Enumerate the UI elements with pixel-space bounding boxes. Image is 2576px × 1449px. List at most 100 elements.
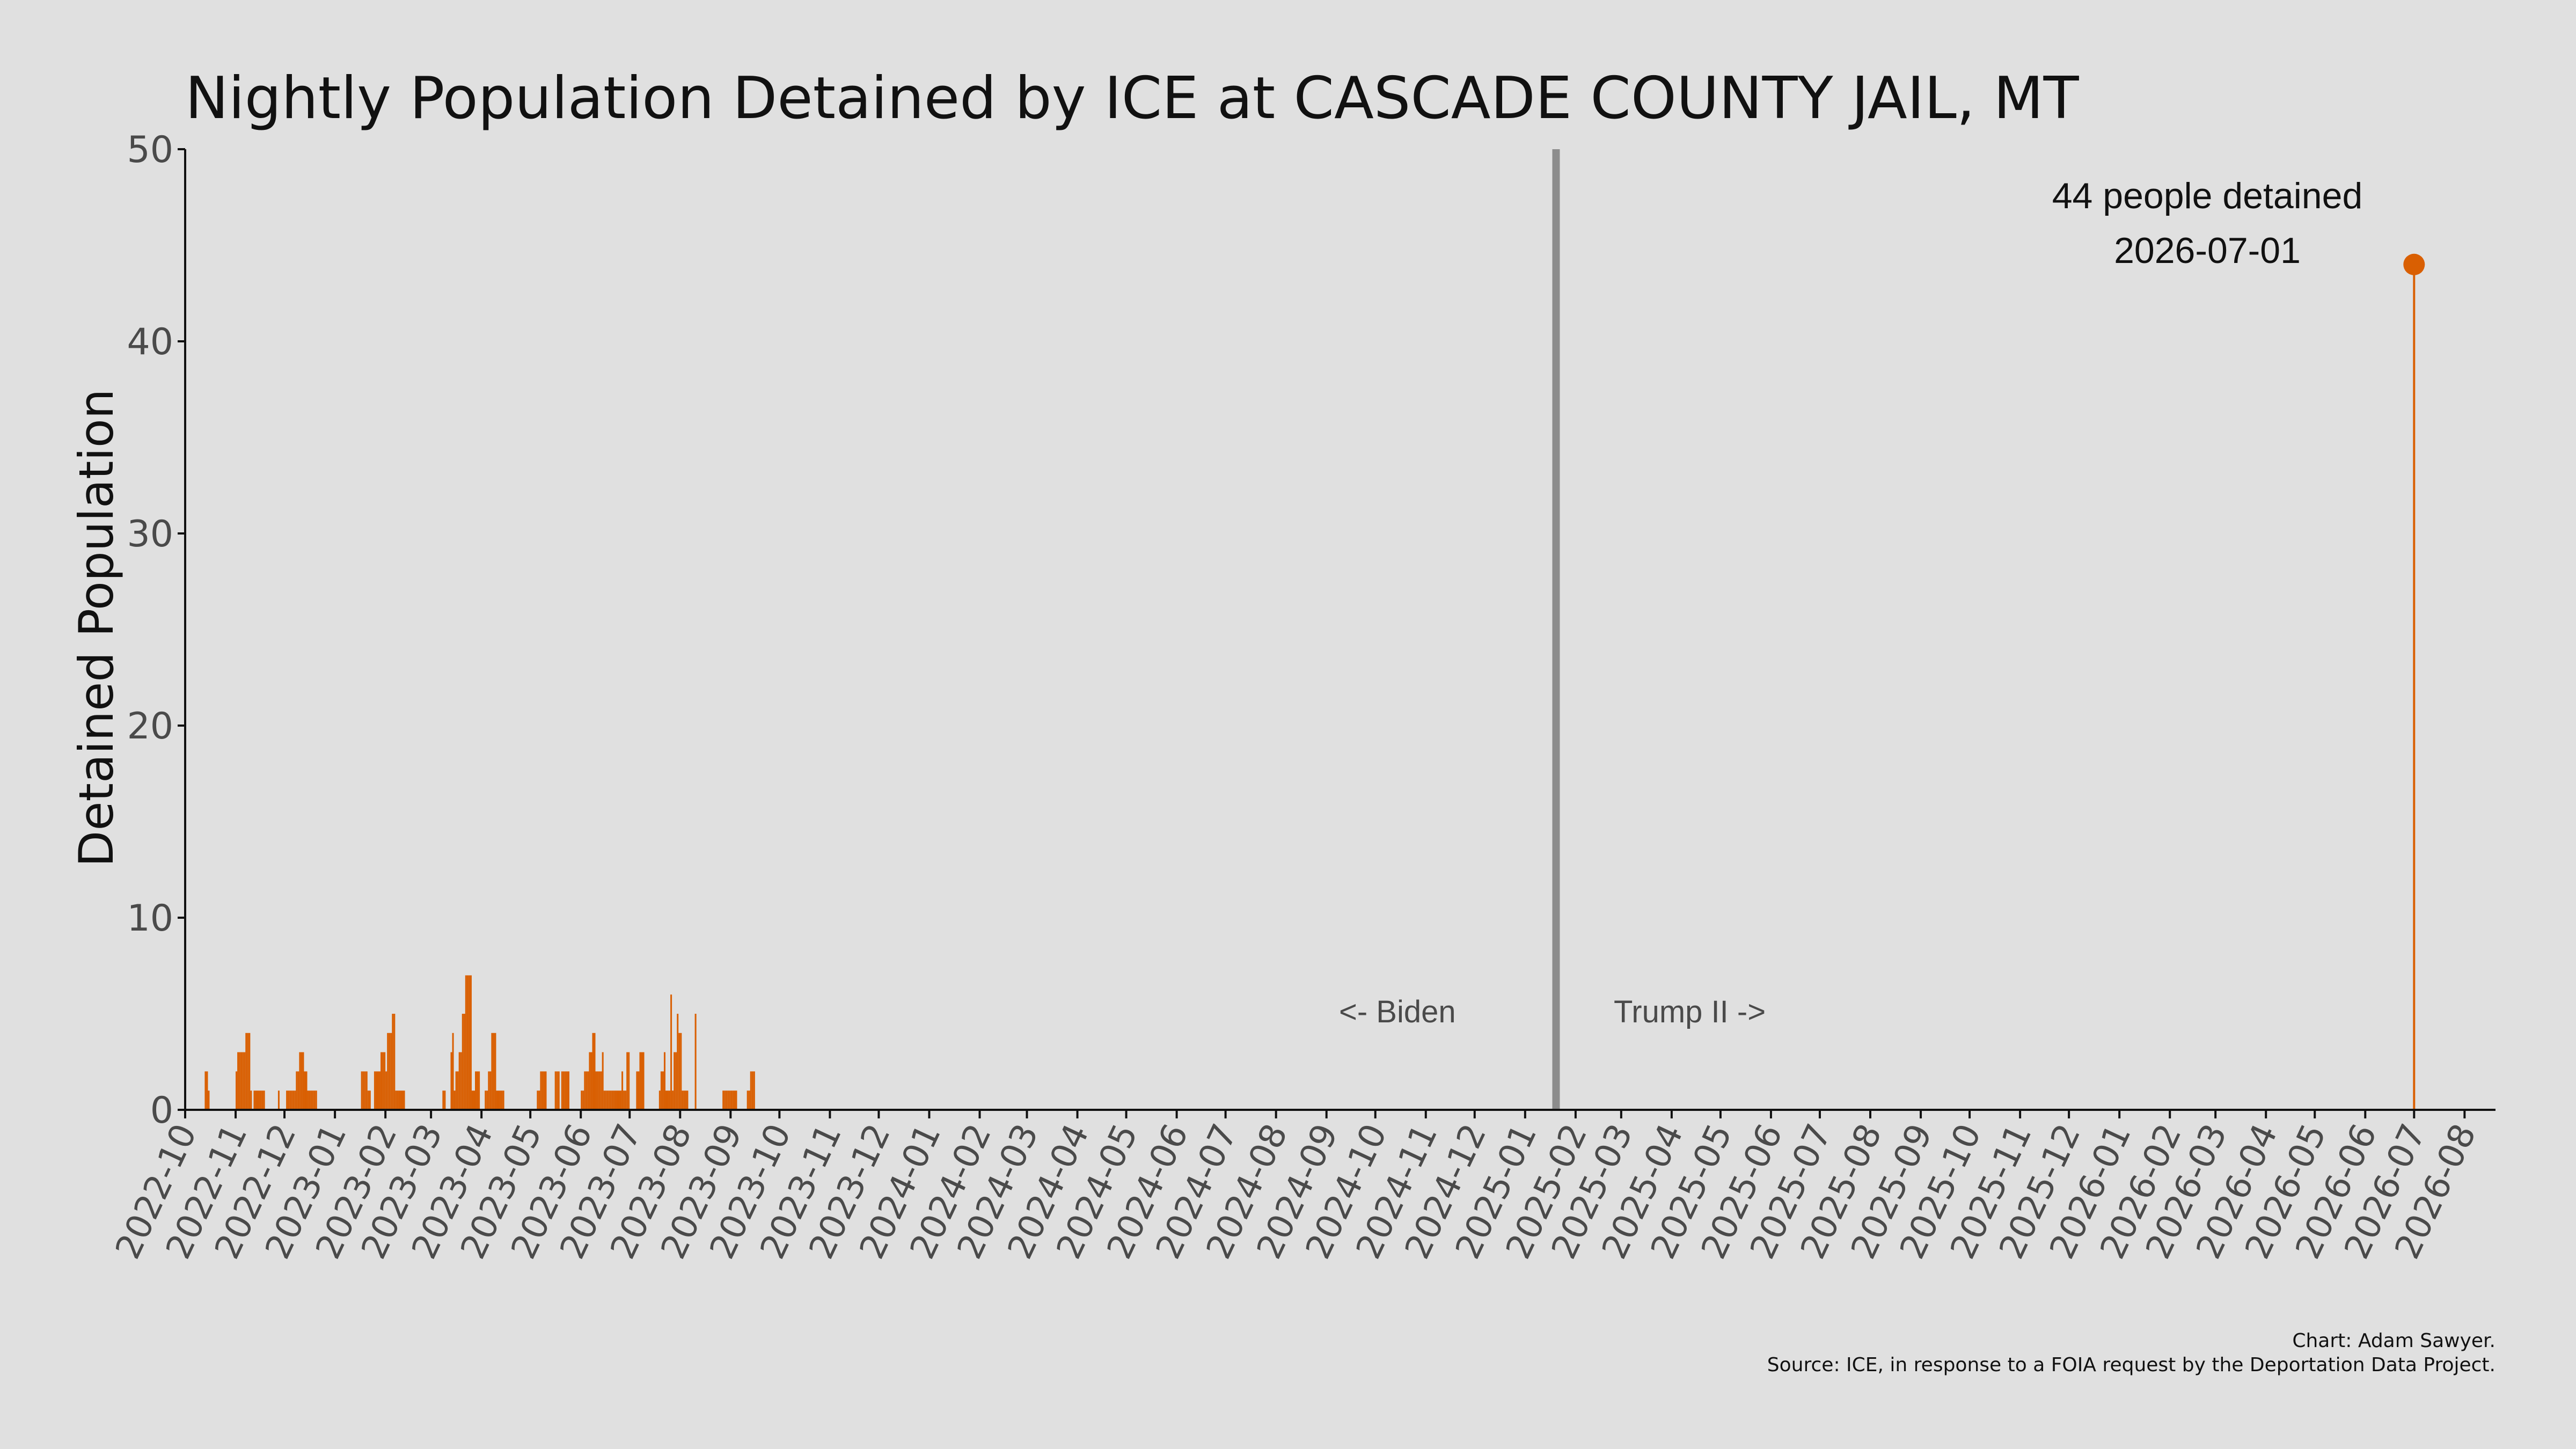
bar (491, 1033, 493, 1110)
bar (452, 1033, 454, 1110)
bar (299, 1052, 301, 1110)
bar (204, 1071, 207, 1110)
bar (239, 1052, 241, 1110)
y-tick-label: 20 (127, 705, 173, 748)
bar (453, 1091, 456, 1110)
bar (261, 1091, 264, 1110)
bar (662, 1071, 664, 1110)
bar (663, 1052, 665, 1110)
bar (597, 1071, 599, 1110)
bar (489, 1071, 492, 1110)
bar (670, 994, 672, 1110)
bar (244, 1052, 246, 1110)
bar (389, 1033, 391, 1110)
bar (236, 1071, 238, 1110)
bar (592, 1033, 594, 1110)
credit-author: Chart: Adam Sawyer. (2292, 1330, 2496, 1352)
bar (586, 1071, 588, 1110)
bar (538, 1091, 540, 1110)
bar (602, 1052, 604, 1110)
bar (457, 1071, 459, 1110)
bar (367, 1091, 369, 1110)
bar (313, 1091, 316, 1110)
bar (678, 1033, 680, 1110)
bar (584, 1071, 586, 1110)
bar (734, 1091, 736, 1110)
bar (304, 1071, 306, 1110)
bar (566, 1071, 568, 1110)
bar (362, 1071, 364, 1110)
bar (747, 1091, 749, 1110)
bar (486, 1091, 488, 1110)
bar (296, 1071, 298, 1110)
bar (600, 1071, 602, 1110)
bar (387, 1033, 389, 1110)
bar (638, 1071, 640, 1110)
bar (561, 1071, 563, 1110)
bar (730, 1091, 733, 1110)
bar (309, 1091, 311, 1110)
bar (403, 1091, 405, 1110)
bar (667, 1091, 669, 1110)
bar (682, 1091, 684, 1110)
bar (398, 1091, 400, 1110)
bar (392, 1014, 394, 1110)
bar (590, 1052, 592, 1110)
peak-annotation-line1: 44 people detained (2052, 175, 2363, 216)
bar (260, 1091, 262, 1110)
bar (375, 1071, 377, 1110)
bar (537, 1091, 539, 1110)
bar (598, 1071, 601, 1110)
bar (277, 1091, 280, 1110)
bar (305, 1071, 308, 1110)
bar (397, 1091, 399, 1110)
bar (540, 1071, 542, 1110)
bar (460, 1052, 462, 1110)
chart-title: Nightly Population Detained by ICE at CA… (185, 65, 2080, 132)
y-tick-label: 10 (127, 897, 173, 940)
bar (450, 1052, 452, 1110)
y-tick-label: 40 (127, 321, 173, 363)
bar (594, 1033, 596, 1110)
bar (462, 1014, 464, 1110)
bar (463, 1014, 465, 1110)
bar (240, 1052, 243, 1110)
bar (377, 1071, 379, 1110)
bar (393, 1014, 396, 1110)
bar (724, 1091, 726, 1110)
bar (605, 1091, 607, 1110)
bar (502, 1091, 504, 1110)
bar (382, 1052, 384, 1110)
bar (729, 1091, 731, 1110)
bar (297, 1071, 299, 1110)
bar (562, 1071, 565, 1110)
bar (488, 1071, 490, 1110)
bar (242, 1052, 244, 1110)
bar (497, 1091, 500, 1110)
bar (581, 1091, 583, 1110)
bar (680, 1033, 682, 1110)
biden-label: <- Biden (1339, 994, 1456, 1029)
bar (735, 1091, 737, 1110)
bar (625, 1091, 627, 1110)
bar (493, 1033, 495, 1110)
bar (639, 1052, 641, 1110)
bar (726, 1091, 728, 1110)
bar (361, 1071, 363, 1110)
bar (675, 1052, 677, 1110)
bar (315, 1091, 317, 1110)
peak-annotation-line2: 2026-07-01 (2114, 230, 2301, 271)
bar (465, 975, 467, 1110)
bar (374, 1071, 376, 1110)
bar (253, 1091, 255, 1110)
bar (288, 1091, 290, 1110)
bar (595, 1071, 597, 1110)
bar (626, 1052, 628, 1110)
bar (587, 1071, 589, 1110)
bar (255, 1091, 257, 1110)
trump-label: Trump II -> (1614, 994, 1766, 1029)
bar (750, 1071, 752, 1110)
bar (400, 1091, 402, 1110)
bar (608, 1091, 610, 1110)
bar (312, 1091, 314, 1110)
